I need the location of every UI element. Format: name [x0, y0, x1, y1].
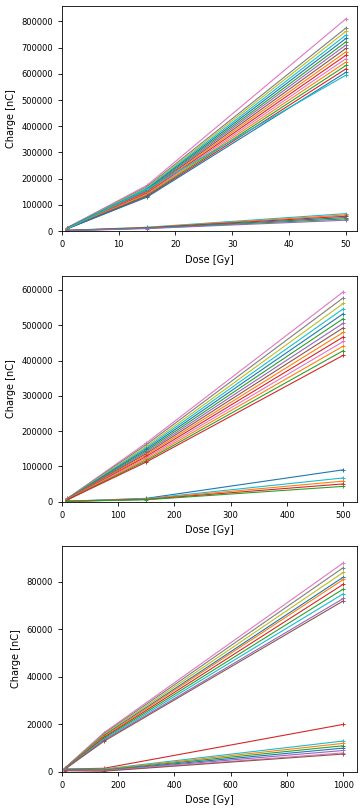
Y-axis label: Charge [nC]: Charge [nC] [5, 89, 16, 148]
X-axis label: Dose [Gy]: Dose [Gy] [185, 255, 234, 264]
Y-axis label: Charge [nC]: Charge [nC] [5, 359, 16, 418]
X-axis label: Dose [Gy]: Dose [Gy] [185, 525, 234, 535]
Y-axis label: Charge [nC]: Charge [nC] [11, 629, 21, 689]
X-axis label: Dose [Gy]: Dose [Gy] [185, 796, 234, 805]
